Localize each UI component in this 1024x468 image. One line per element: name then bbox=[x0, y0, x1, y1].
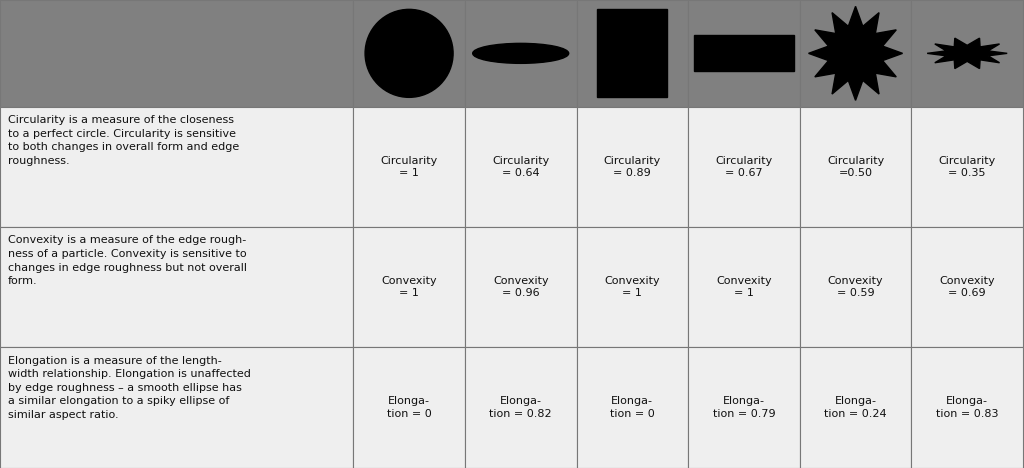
Bar bbox=[0, 0, 353, 107]
Text: Elonga-
tion = 0.83: Elonga- tion = 0.83 bbox=[936, 396, 998, 418]
Text: Convexity
= 0.59: Convexity = 0.59 bbox=[827, 276, 884, 298]
Bar bbox=[0, 227, 353, 347]
Bar bbox=[688, 107, 800, 227]
Text: Circularity
= 1: Circularity = 1 bbox=[381, 156, 437, 178]
Bar bbox=[694, 36, 794, 71]
Text: Elonga-
tion = 0.79: Elonga- tion = 0.79 bbox=[713, 396, 775, 418]
Bar bbox=[688, 227, 800, 347]
Text: Convexity
= 0.69: Convexity = 0.69 bbox=[939, 276, 995, 298]
Bar bbox=[911, 227, 1023, 347]
Bar bbox=[688, 0, 800, 107]
Ellipse shape bbox=[473, 44, 568, 63]
Text: Circularity
= 0.89: Circularity = 0.89 bbox=[604, 156, 660, 178]
Ellipse shape bbox=[366, 9, 453, 97]
Polygon shape bbox=[809, 7, 902, 100]
Polygon shape bbox=[927, 38, 1008, 69]
Bar bbox=[577, 347, 688, 468]
Bar bbox=[0, 347, 353, 468]
Text: Convexity
= 0.96: Convexity = 0.96 bbox=[493, 276, 549, 298]
Bar bbox=[353, 347, 465, 468]
Bar bbox=[465, 107, 577, 227]
Text: Convexity is a measure of the edge rough-
ness of a particle. Convexity is sensi: Convexity is a measure of the edge rough… bbox=[8, 235, 247, 286]
Bar bbox=[911, 107, 1023, 227]
Text: Convexity
= 1: Convexity = 1 bbox=[716, 276, 772, 298]
Text: Circularity
= 0.35: Circularity = 0.35 bbox=[939, 156, 995, 178]
Bar bbox=[465, 227, 577, 347]
Bar bbox=[577, 0, 688, 107]
Text: Circularity
=0.50: Circularity =0.50 bbox=[827, 156, 884, 178]
Bar bbox=[465, 0, 577, 107]
Bar bbox=[800, 107, 911, 227]
Bar bbox=[800, 227, 911, 347]
Bar bbox=[688, 347, 800, 468]
Text: Elonga-
tion = 0: Elonga- tion = 0 bbox=[610, 396, 654, 418]
Text: Elongation is a measure of the length-
width relationship. Elongation is unaffec: Elongation is a measure of the length- w… bbox=[8, 356, 251, 420]
Text: Circularity is a measure of the closeness
to a perfect circle. Circularity is se: Circularity is a measure of the closenes… bbox=[8, 115, 240, 166]
Text: Circularity
= 0.67: Circularity = 0.67 bbox=[716, 156, 772, 178]
Text: Convexity
= 1: Convexity = 1 bbox=[604, 276, 660, 298]
Bar bbox=[800, 347, 911, 468]
Bar bbox=[577, 227, 688, 347]
Text: Elonga-
tion = 0.82: Elonga- tion = 0.82 bbox=[489, 396, 552, 418]
Text: Elonga-
tion = 0.24: Elonga- tion = 0.24 bbox=[824, 396, 887, 418]
Bar bbox=[597, 9, 668, 97]
Bar bbox=[911, 0, 1023, 107]
Bar bbox=[800, 0, 911, 107]
Bar bbox=[577, 107, 688, 227]
Bar bbox=[353, 0, 465, 107]
Bar bbox=[353, 107, 465, 227]
Bar bbox=[0, 107, 353, 227]
Text: Convexity
= 1: Convexity = 1 bbox=[381, 276, 437, 298]
Bar bbox=[911, 347, 1023, 468]
Bar bbox=[465, 347, 577, 468]
Bar bbox=[353, 227, 465, 347]
Text: Elonga-
tion = 0: Elonga- tion = 0 bbox=[387, 396, 431, 418]
Text: Circularity
= 0.64: Circularity = 0.64 bbox=[493, 156, 549, 178]
